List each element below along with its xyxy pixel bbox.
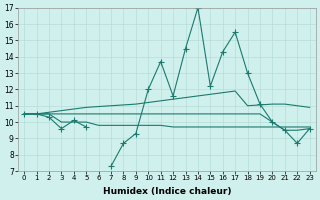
X-axis label: Humidex (Indice chaleur): Humidex (Indice chaleur) — [103, 187, 231, 196]
